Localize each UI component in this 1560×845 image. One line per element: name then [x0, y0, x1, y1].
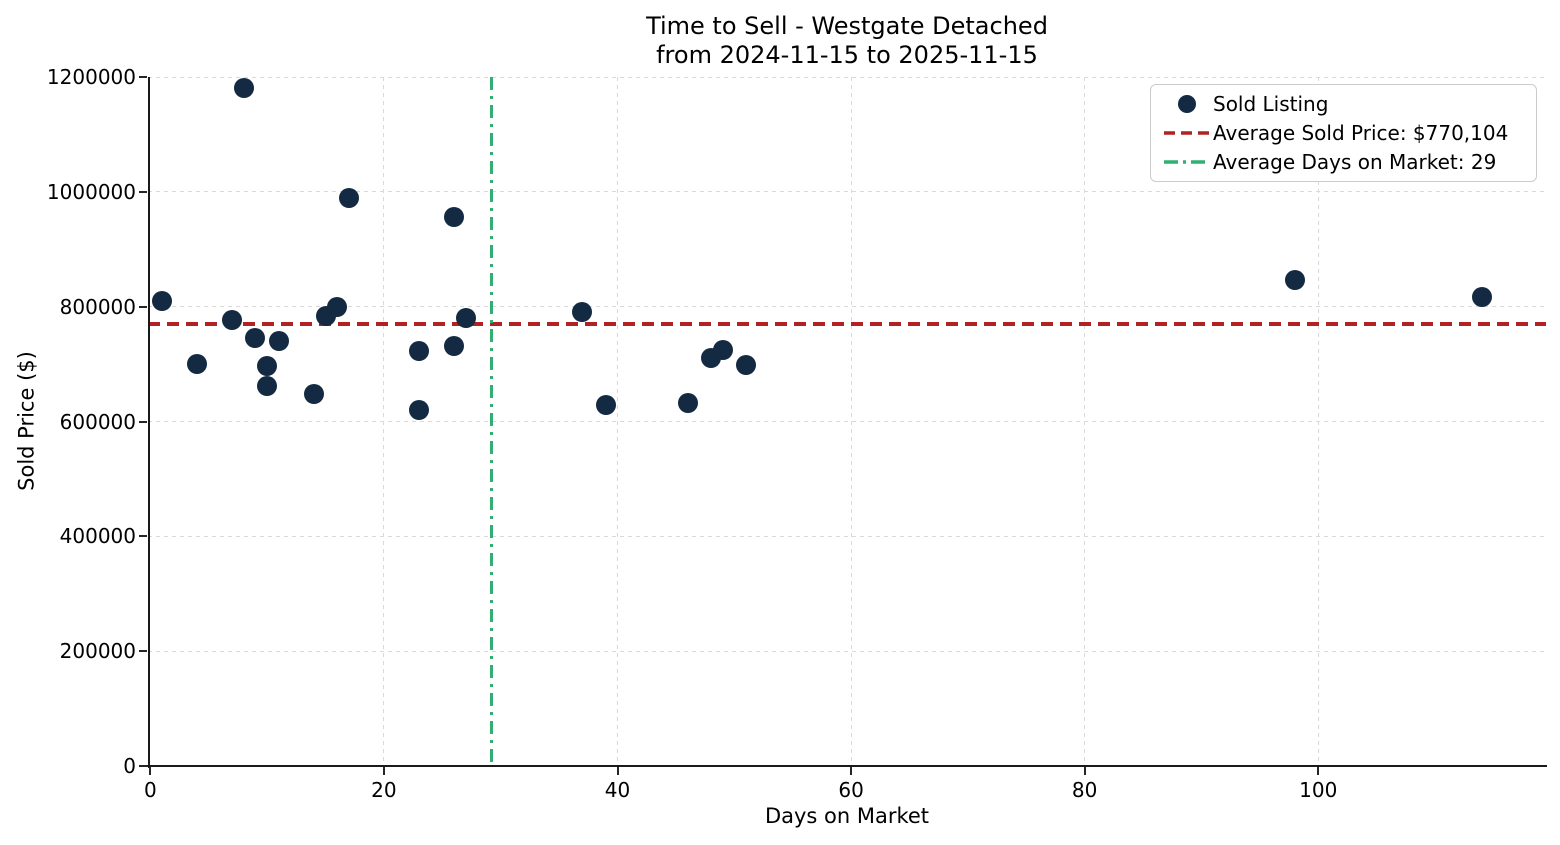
data-point [455, 308, 476, 329]
gridline-vertical [850, 77, 852, 766]
x-axis-label: Days on Market [764, 804, 930, 828]
data-point [268, 331, 289, 352]
chart-subtitle: from 2024-11-15 to 2025-11-15 [656, 41, 1038, 69]
y-tick [139, 765, 147, 767]
scatter-dot-icon [1178, 94, 1196, 113]
sold-listing-marker-icon [1161, 94, 1213, 113]
y-tick-label: 1000000 [46, 179, 136, 204]
dashed-line-icon [1161, 130, 1213, 136]
data-point [443, 336, 464, 357]
data-point [677, 392, 698, 413]
y-tick [139, 650, 147, 653]
y-tick-label: 0 [123, 754, 136, 778]
x-axis-spine [147, 765, 1547, 767]
data-point [408, 400, 429, 421]
x-tick [850, 767, 853, 775]
gridline-horizontal [148, 76, 1546, 78]
data-point [712, 340, 733, 361]
legend-item-sold-listing: Sold Listing [1161, 89, 1522, 118]
x-tick-label: 60 [838, 778, 864, 802]
x-tick-label: 40 [604, 778, 631, 802]
gridline-vertical [1084, 77, 1086, 766]
plot-area [148, 76, 1546, 766]
gridline-horizontal [148, 191, 1546, 193]
gridline-horizontal [148, 535, 1546, 537]
x-tick [1317, 767, 1320, 775]
y-tick-label: 600000 [59, 409, 136, 434]
data-point [152, 290, 172, 311]
data-point [1284, 269, 1305, 290]
data-point [443, 206, 464, 227]
data-point [245, 328, 266, 349]
gridline-horizontal [148, 421, 1546, 422]
dashdot-line-icon [1161, 159, 1213, 165]
x-tick-label: 80 [1071, 778, 1098, 802]
data-point [257, 376, 278, 397]
chart-title: Time to Sell - Westgate Detached [646, 12, 1048, 40]
data-point [572, 301, 593, 322]
x-tick-label: 0 [143, 778, 157, 802]
data-point [187, 354, 208, 375]
data-point [735, 354, 756, 375]
y-tick [139, 305, 147, 308]
data-point [257, 356, 278, 377]
data-point [595, 395, 616, 416]
data-point [327, 297, 348, 318]
legend-item-avg-price: Average Sold Price: $770,104 [1161, 118, 1522, 147]
x-tick [382, 767, 385, 775]
y-tick-label: 400000 [59, 524, 136, 549]
average-sold-price-line [148, 322, 1546, 326]
y-tick [139, 535, 147, 538]
y-axis-label: Sold Price ($) [14, 351, 39, 491]
x-tick [616, 767, 619, 775]
data-point [303, 383, 324, 404]
data-point [222, 309, 243, 330]
y-tick-label: 1200000 [46, 65, 136, 89]
x-tick-label: 100 [1299, 778, 1338, 802]
average-days-on-market-line [489, 77, 494, 766]
x-tick-label: 20 [371, 778, 397, 802]
y-tick-label: 200000 [59, 639, 136, 664]
gridline-vertical [1317, 77, 1319, 766]
y-axis-spine [148, 77, 150, 768]
gridline-vertical [383, 77, 385, 766]
legend-label-avg-days: Average Days on Market: 29 [1213, 150, 1497, 175]
y-tick-label: 800000 [59, 294, 136, 319]
gridline-vertical [617, 77, 618, 766]
y-tick [139, 190, 147, 193]
data-point [1471, 287, 1492, 308]
data-point [408, 341, 429, 362]
legend-label-avg-price: Average Sold Price: $770,104 [1213, 120, 1509, 145]
gridline-horizontal [148, 650, 1546, 652]
legend-item-avg-days: Average Days on Market: 29 [1161, 148, 1522, 177]
gridline-horizontal [148, 306, 1546, 308]
legend-label-sold-listing: Sold Listing [1213, 91, 1329, 116]
legend: Sold Listing Average Sold Price: $770,10… [1150, 84, 1537, 182]
y-tick [139, 420, 147, 423]
data-point [338, 187, 359, 208]
data-point [233, 78, 254, 99]
y-tick [139, 76, 147, 78]
x-tick [149, 767, 152, 775]
x-tick [1083, 767, 1086, 775]
